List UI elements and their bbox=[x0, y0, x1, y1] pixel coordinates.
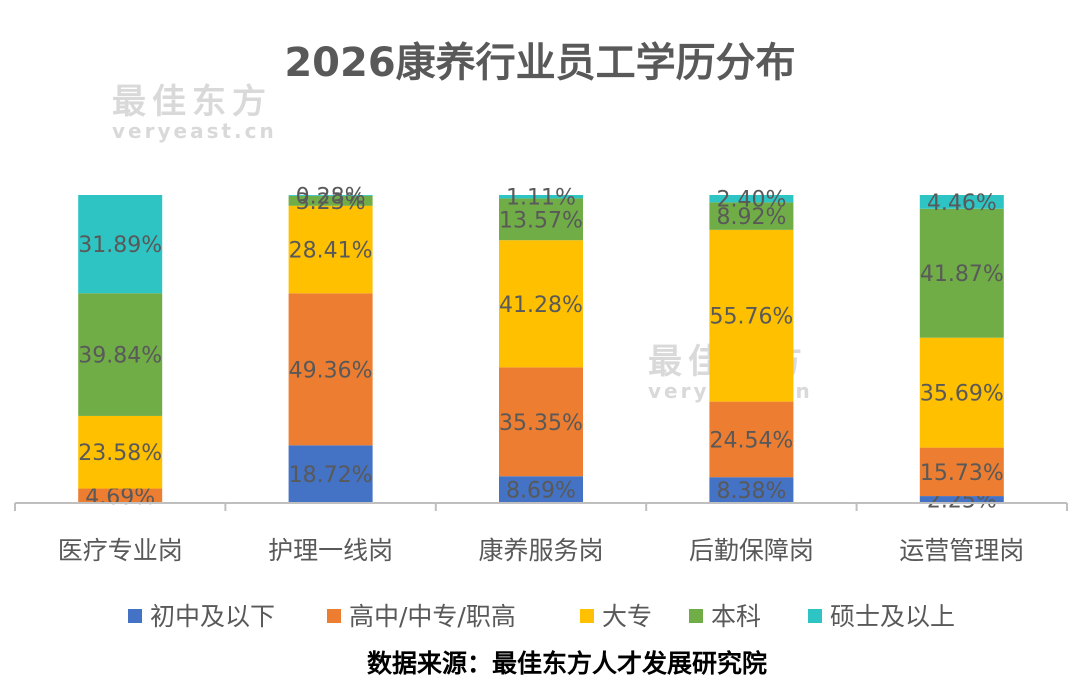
data-label: 35.69% bbox=[920, 382, 1004, 407]
data-label: 23.58% bbox=[78, 441, 162, 466]
data-label: 39.84% bbox=[78, 344, 162, 369]
data-label: 24.54% bbox=[709, 428, 793, 453]
x-tick-label: 运营管理岗 bbox=[899, 536, 1024, 565]
bar-segment bbox=[499, 476, 583, 503]
data-label: 3.23% bbox=[296, 190, 366, 215]
bar-segment bbox=[288, 445, 373, 503]
bar-segment bbox=[919, 337, 1004, 448]
bar-segment bbox=[288, 195, 373, 196]
bar-segment bbox=[709, 202, 794, 230]
legend-swatch bbox=[808, 609, 822, 623]
bar-segment bbox=[499, 367, 583, 477]
data-label: 41.87% bbox=[920, 262, 1004, 287]
data-label: 28.41% bbox=[289, 239, 373, 264]
data-label: 35.35% bbox=[499, 411, 583, 436]
bar-segment bbox=[709, 477, 794, 503]
bar-segment bbox=[78, 488, 163, 503]
bars-layer: 4.69% 23.58% 39.84% 31.89% 18.72% 49.36% 28.41… bbox=[78, 184, 1004, 514]
data-label: 1.11% bbox=[506, 186, 576, 211]
legend-swatch bbox=[128, 609, 142, 623]
x-tick-label: 后勤保障岗 bbox=[689, 536, 814, 565]
x-tick-label: 护理一线岗 bbox=[268, 536, 393, 565]
legend-label: 高中/中专/职高 bbox=[349, 602, 516, 631]
data-label: 55.76% bbox=[709, 305, 793, 330]
bar-segment bbox=[709, 401, 794, 478]
data-label: 4.46% bbox=[927, 191, 997, 216]
bar-segment bbox=[709, 195, 794, 203]
bar-segment bbox=[499, 240, 583, 368]
legend: 初中及以下 高中/中专/职高 大专 本科 硕士及以上 bbox=[128, 602, 955, 631]
bar-segment bbox=[288, 205, 373, 294]
x-tick-label: 康养服务岗 bbox=[478, 536, 603, 565]
legend-swatch bbox=[689, 609, 703, 623]
data-label: 31.89% bbox=[78, 233, 162, 258]
data-label: 4.69% bbox=[85, 485, 155, 510]
legend-label: 大专 bbox=[602, 602, 652, 631]
data-label: 15.73% bbox=[920, 461, 1004, 486]
bar-segment bbox=[288, 195, 373, 206]
bar-segment bbox=[919, 195, 1004, 209]
data-label: 41.28% bbox=[499, 293, 583, 318]
data-label: 0.28% bbox=[296, 184, 366, 209]
data-label: 8.38% bbox=[716, 479, 786, 504]
bar-segment bbox=[78, 415, 163, 489]
legend-label: 初中及以下 bbox=[150, 602, 275, 631]
bar-segment bbox=[919, 496, 1004, 503]
legend-swatch bbox=[580, 609, 594, 623]
x-tick-label: 医疗专业岗 bbox=[58, 536, 183, 565]
chart-title: 2026康养行业员工学历分布 bbox=[284, 40, 795, 86]
legend-label: 硕士及以上 bbox=[830, 602, 955, 631]
data-label: 13.57% bbox=[499, 208, 583, 233]
data-label: 49.36% bbox=[289, 358, 373, 383]
legend-swatch bbox=[327, 609, 341, 623]
bar-segment bbox=[78, 195, 163, 294]
bar-segment bbox=[709, 229, 794, 402]
legend-label: 本科 bbox=[711, 602, 761, 631]
bar-segment bbox=[288, 293, 373, 446]
bar-segment bbox=[919, 447, 1004, 497]
bar-segment bbox=[919, 208, 1004, 338]
bar-segment bbox=[499, 195, 583, 199]
bar-segment bbox=[78, 293, 163, 416]
data-label: 18.72% bbox=[289, 463, 373, 488]
data-label: 2.40% bbox=[716, 188, 786, 213]
data-label: 8.69% bbox=[506, 479, 576, 504]
data-label: 8.92% bbox=[716, 205, 786, 230]
source-note: 数据来源：最佳东方人才发展研究院 bbox=[367, 649, 767, 678]
x-axis-ticks: 医疗专业岗 护理一线岗 康养服务岗 后勤保障岗 运营管理岗 bbox=[14, 503, 1068, 565]
bar-segment bbox=[499, 198, 583, 241]
